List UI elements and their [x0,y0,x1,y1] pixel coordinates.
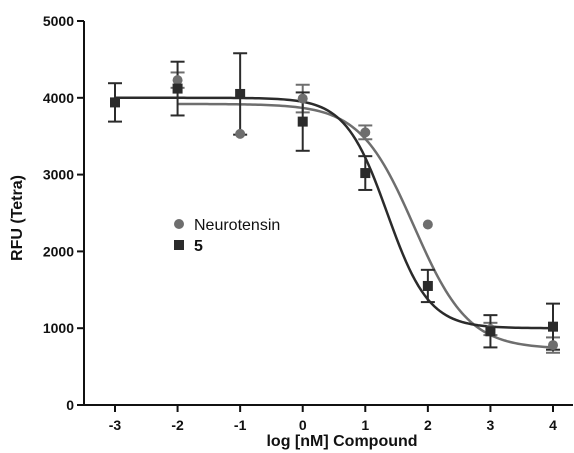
y-axis-title: RFU (Tetra) [9,175,26,261]
tick-labels: 0 1000 2000 3000 4000 5000 -3 -2 -1 0 1 2 3 4 [43,13,557,433]
x-tick-label: 4 [549,417,557,433]
data-point-neurotensin [235,128,246,139]
data-point-5 [422,280,433,291]
x-tick-label: 1 [361,417,369,433]
legend-label-neurotensin: Neurotensin [194,217,280,234]
y-tick-label: 1000 [43,320,74,336]
y-tick-label: 4000 [43,90,74,106]
data-point-5 [110,97,120,108]
x-axis-title: log [nM] Compound [266,433,417,450]
x-tick-label: 3 [487,417,495,433]
data-point-5 [485,326,496,337]
data-point-5 [235,88,246,99]
y-tick-label: 5000 [43,13,74,29]
data-point-neurotensin [422,219,433,230]
data-point-5 [172,83,183,94]
data-point-neurotensin [172,75,183,86]
x-tick-label: -2 [171,417,184,433]
axes [77,20,573,412]
y-tick-label: 2000 [43,243,74,259]
y-tick-label: 0 [66,397,74,413]
data-point-5 [360,168,371,179]
x-tick-label: 0 [299,417,307,433]
y-tick-label: 3000 [43,167,74,183]
legend-marker-5 [174,240,184,250]
legend-marker-neurotensin [174,219,184,229]
data-point-5 [297,116,308,127]
x-tick-label: 2 [424,417,432,433]
data-point-neurotensin [360,127,371,138]
x-tick-label: -1 [234,417,247,433]
x-tick-label: -3 [109,417,122,433]
data-point-neurotensin [297,93,308,104]
fit-curve-5 [115,96,554,330]
data-point-neurotensin [548,340,558,351]
data-point-5 [548,321,558,332]
legend: Neurotensin 5 [174,217,280,255]
data-points [110,75,558,351]
legend-label-5: 5 [194,238,203,255]
